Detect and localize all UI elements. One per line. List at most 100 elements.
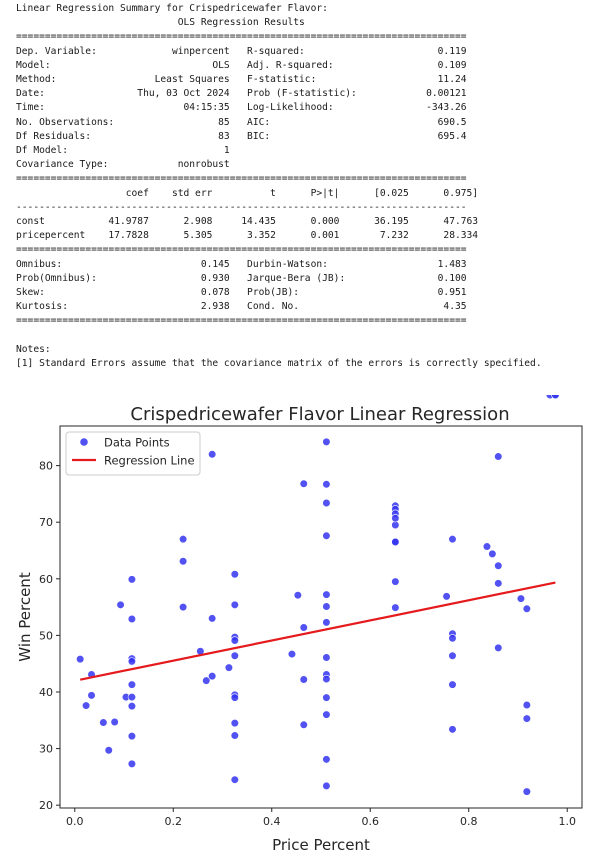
data-point	[448, 535, 457, 544]
summary-line: Skew: 0.078 Prob(JB): 0.951	[16, 287, 467, 299]
x-tick-label: 0.0	[66, 815, 84, 828]
summary-line: pricepercent 17.7828 5.305 3.352 0.001 7…	[16, 230, 479, 242]
data-point	[179, 535, 188, 544]
y-tick-label: 60	[39, 573, 53, 586]
data-point	[494, 579, 503, 588]
data-point	[322, 693, 331, 702]
summary-line: ----------------------------------------…	[16, 201, 467, 213]
data-point	[482, 542, 492, 551]
data-point	[448, 725, 457, 734]
data-point	[322, 531, 331, 540]
summary-line: Df Model: 1	[16, 145, 467, 157]
summary-line: Time: 04:15:35 Log-Likelihood: -343.26	[16, 102, 467, 114]
x-tick-label: 0.6	[361, 815, 379, 828]
summary-line: ========================================…	[16, 173, 467, 185]
data-point	[116, 600, 125, 609]
data-point	[522, 714, 531, 723]
legend: Data Points Regression Line	[65, 431, 201, 476]
summary-line: Covariance Type: nonrobust	[16, 159, 467, 171]
data-point	[230, 719, 239, 728]
x-tick-label: 0.4	[263, 815, 281, 828]
summary-line: Prob(Omnibus): 0.930 Jarque-Bera (JB): 0…	[16, 272, 467, 284]
data-point	[230, 651, 239, 660]
x-axis: 0.0 0.2 0.4 0.6 0.8 1.0	[66, 808, 576, 828]
data-point	[76, 655, 85, 664]
data-point	[230, 731, 239, 740]
data-point	[127, 657, 136, 666]
data-point	[322, 480, 331, 489]
data-point	[104, 746, 113, 755]
regression-line	[79, 581, 556, 681]
summary-line: Kurtosis: 2.938 Cond. No. 4.35	[16, 301, 467, 313]
summary-line: Df Residuals: 83 BIC: 695.4	[16, 130, 467, 142]
regression-chart: Crispedricewafer Flavor Linear Regressio…	[16, 395, 583, 854]
x-tick-label: 1.0	[558, 815, 576, 828]
data-point	[127, 692, 136, 702]
y-tick-label: 50	[39, 629, 53, 642]
notes-heading: Notes:	[16, 343, 51, 355]
data-point	[391, 577, 400, 586]
data-point	[322, 602, 331, 611]
summary-line: Omnibus: 0.145 Durbin-Watson: 1.483	[16, 258, 467, 270]
data-point	[322, 590, 331, 599]
y-tick-label: 40	[39, 686, 53, 699]
data-point	[448, 634, 457, 643]
data-point	[127, 680, 136, 689]
x-axis-label: Price Percent	[272, 836, 370, 854]
data-point	[442, 592, 451, 601]
data-point	[551, 395, 560, 400]
plot-area	[59, 425, 583, 809]
data-point	[488, 549, 497, 558]
summary-line: Dep. Variable: winpercent R-squared: 0.1…	[16, 45, 467, 57]
data-point	[322, 781, 331, 791]
data-point	[230, 775, 239, 784]
summary-line: const 41.9787 2.908 14.435 0.000 36.195 …	[16, 216, 479, 228]
data-point	[202, 676, 211, 685]
x-tick-label: 0.2	[165, 815, 183, 828]
data-point	[391, 537, 400, 547]
data-point	[522, 787, 531, 796]
data-point	[287, 649, 297, 659]
data-point	[230, 570, 239, 579]
data-point	[522, 604, 531, 613]
data-point	[516, 594, 526, 603]
summary-line: Date: Thu, 03 Oct 2024 Prob (F-statistic…	[16, 88, 467, 100]
data-point	[322, 653, 331, 662]
data-point	[494, 452, 503, 461]
data-point	[127, 614, 136, 624]
data-point	[127, 759, 136, 768]
data-point	[448, 680, 457, 689]
data-point	[299, 675, 308, 684]
data-point	[99, 718, 108, 727]
data-point	[391, 520, 400, 530]
data-point	[127, 575, 136, 584]
legend-box	[65, 431, 201, 476]
x-tick-label: 0.8	[460, 815, 478, 828]
data-point	[299, 720, 308, 729]
legend-points-label: Data Points	[104, 436, 170, 450]
data-point	[322, 437, 331, 446]
data-point	[322, 618, 331, 627]
y-axis-label: Win Percent	[16, 572, 34, 662]
data-point	[322, 498, 331, 508]
summary-line: No. Observations: 85 AIC: 690.5	[16, 116, 467, 128]
legend-line-label: Regression Line	[104, 454, 195, 468]
summary-line: OLS Regression Results	[16, 17, 467, 29]
summary-line: ========================================…	[16, 31, 467, 43]
regression-summary: Linear Regression Summary for Crispedric…	[16, 2, 542, 371]
data-point	[179, 602, 188, 612]
data-point	[322, 710, 331, 719]
chart-title: Crispedricewafer Flavor Linear Regressio…	[130, 404, 509, 425]
y-axis: 20 30 40 50 60 70 80	[39, 460, 60, 812]
data-point	[127, 702, 136, 711]
data-point	[208, 450, 217, 459]
summary-line: Method: Least Squares F-statistic: 11.24	[16, 74, 467, 86]
y-tick-label: 20	[39, 799, 53, 812]
data-point	[391, 514, 400, 523]
data-point	[230, 600, 239, 609]
data-point	[293, 591, 302, 600]
data-point	[494, 643, 503, 652]
data-point	[299, 623, 308, 632]
data-point	[208, 614, 217, 623]
data-point	[522, 700, 531, 710]
